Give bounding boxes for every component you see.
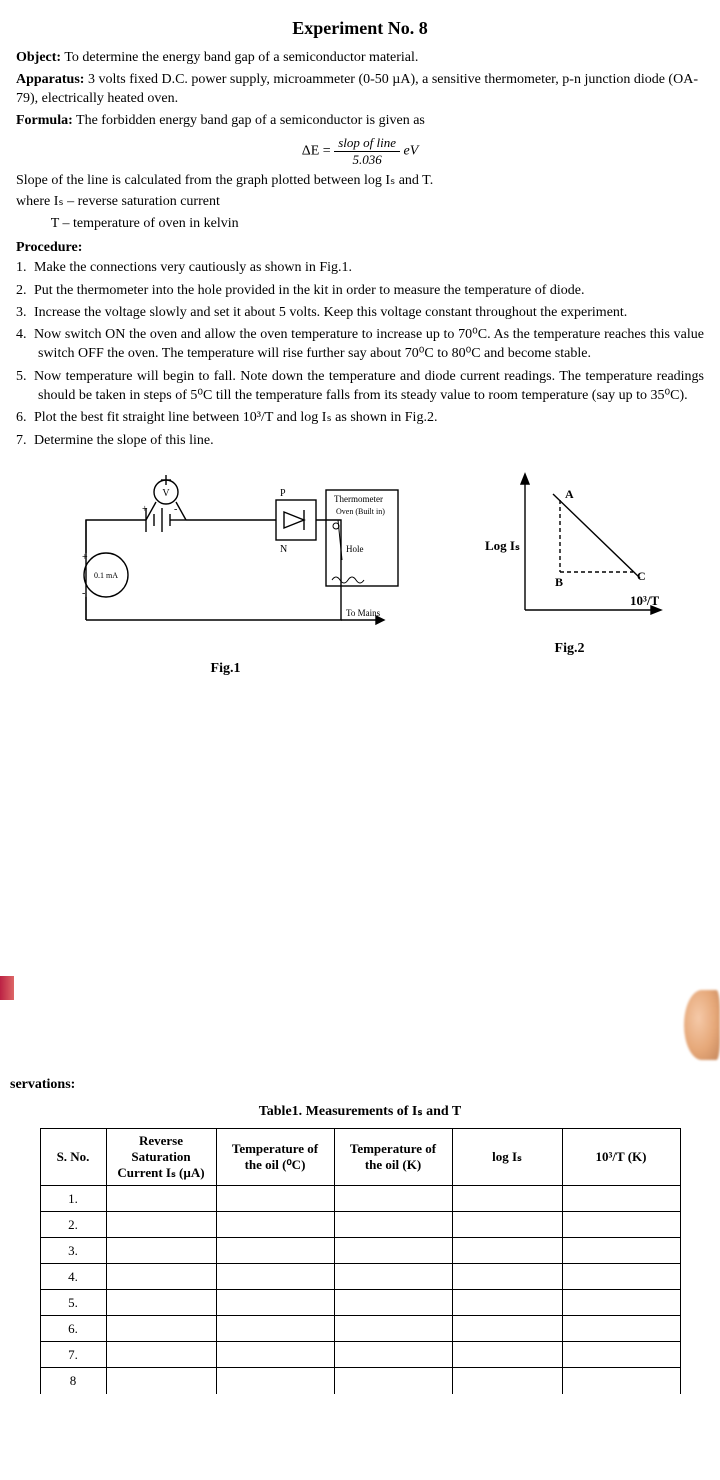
figure-1: V + - + - 0.1 mA P N Thermometer Oven (B… bbox=[46, 460, 406, 677]
table-row: 2. bbox=[40, 1212, 680, 1238]
step-text: Increase the voltage slowly and set it a… bbox=[34, 305, 627, 320]
table-row: 4. bbox=[40, 1264, 680, 1290]
x-axis-label: 10³/T bbox=[630, 593, 660, 608]
ammeter-plus: + bbox=[82, 552, 88, 563]
procedure-step: 6.Plot the best fit straight line betwee… bbox=[16, 408, 704, 427]
step-text: Now temperature will begin to fall. Note… bbox=[34, 369, 704, 403]
procedure-step: 3.Increase the voltage slowly and set it… bbox=[16, 303, 704, 322]
col-temp-k: Temperature of the oil (K) bbox=[334, 1129, 452, 1186]
voltmeter-label: V bbox=[162, 488, 170, 499]
thumb-artifact bbox=[684, 990, 720, 1060]
formula-equation: ΔE = slop of line 5.036 eV bbox=[16, 135, 704, 168]
formula-text: The forbidden energy band gap of a semic… bbox=[73, 113, 425, 128]
slope-line: Slope of the line is calculated from the… bbox=[16, 172, 704, 191]
apparatus-line: Apparatus: 3 volts fixed D.C. power supp… bbox=[16, 71, 704, 109]
procedure-step: 4.Now switch ON the oven and allow the o… bbox=[16, 325, 704, 364]
formula-denominator: 5.036 bbox=[334, 152, 400, 168]
step-text: Put the thermometer into the hole provid… bbox=[34, 283, 585, 298]
fig2-caption: Fig.2 bbox=[465, 641, 675, 657]
formula-label: Formula: bbox=[16, 113, 73, 128]
procedure-step: 5.Now temperature will begin to fall. No… bbox=[16, 367, 704, 406]
cell-sno: 1. bbox=[40, 1186, 106, 1212]
fig1-caption: Fig.1 bbox=[46, 661, 406, 677]
table-row: 8 bbox=[40, 1368, 680, 1394]
procedure-label: Procedure: bbox=[16, 240, 704, 256]
thermometer-label: Thermometer bbox=[334, 494, 383, 504]
cell-sno: 4. bbox=[40, 1264, 106, 1290]
table-title: Table1. Measurements of Iₛ and T bbox=[16, 1103, 704, 1120]
table-row: 3. bbox=[40, 1238, 680, 1264]
cell-sno: 2. bbox=[40, 1212, 106, 1238]
oven-label: Oven (Built in) bbox=[336, 507, 385, 516]
object-label: Object: bbox=[16, 50, 61, 65]
table-row: 5. bbox=[40, 1290, 680, 1316]
where-line: where Iₛ – reverse saturation current bbox=[16, 193, 704, 212]
formula-fraction: slop of line 5.036 bbox=[334, 135, 400, 168]
figure-2: Log Iₛ 10³/T A B C Fig.2 bbox=[465, 460, 675, 657]
battery-plus: + bbox=[142, 504, 148, 515]
cell-sno: 6. bbox=[40, 1316, 106, 1342]
object-text: To determine the energy band gap of a se… bbox=[61, 50, 418, 65]
apparatus-text: 3 volts fixed D.C. power supply, microam… bbox=[16, 72, 698, 106]
table-header-row: S. No. Reverse Saturation Current Iₛ (µA… bbox=[40, 1129, 680, 1186]
y-axis-label: Log Iₛ bbox=[485, 538, 520, 553]
circuit-diagram-icon: V + - + - 0.1 mA P N Thermometer Oven (B… bbox=[46, 460, 406, 650]
formula-unit: eV bbox=[403, 143, 418, 158]
hole-label: Hole bbox=[346, 544, 364, 554]
battery-minus: - bbox=[174, 504, 177, 515]
measurements-table: S. No. Reverse Saturation Current Iₛ (µA… bbox=[40, 1128, 681, 1394]
step-text: Determine the slope of this line. bbox=[34, 433, 214, 448]
procedure-step: 7.Determine the slope of this line. bbox=[16, 431, 704, 450]
point-c: C bbox=[637, 569, 646, 583]
table-row: 1. bbox=[40, 1186, 680, 1212]
ammeter-minus: - bbox=[82, 588, 85, 599]
ammeter-label: 0.1 mA bbox=[94, 571, 118, 580]
formula-numerator: slop of line bbox=[334, 135, 400, 152]
object-line: Object: To determine the energy band gap… bbox=[16, 49, 704, 68]
col-current: Reverse Saturation Current Iₛ (µA) bbox=[106, 1129, 216, 1186]
step-text: Now switch ON the oven and allow the ove… bbox=[34, 327, 704, 361]
procedure-step: 2.Put the thermometer into the hole prov… bbox=[16, 281, 704, 300]
point-b: B bbox=[555, 575, 563, 589]
table-row: 6. bbox=[40, 1316, 680, 1342]
col-recip: 10³/T (K) bbox=[562, 1129, 680, 1186]
page-edge-artifact bbox=[0, 976, 14, 1000]
temp-line: T – temperature of oven in kelvin bbox=[16, 215, 704, 234]
figures-row: V + - + - 0.1 mA P N Thermometer Oven (B… bbox=[16, 460, 704, 677]
cell-sno: 5. bbox=[40, 1290, 106, 1316]
experiment-title: Experiment No. 8 bbox=[16, 18, 704, 39]
apparatus-label: Apparatus: bbox=[16, 72, 84, 87]
diode-p: P bbox=[280, 488, 286, 499]
step-text: Plot the best fit straight line between … bbox=[34, 410, 437, 425]
diode-n: N bbox=[280, 544, 287, 555]
formula-left: ΔE = bbox=[302, 143, 334, 158]
graph-diagram-icon: Log Iₛ 10³/T A B C bbox=[465, 460, 675, 630]
table-row: 7. bbox=[40, 1342, 680, 1368]
col-temp-c: Temperature of the oil (⁰C) bbox=[216, 1129, 334, 1186]
mains-label: To Mains bbox=[346, 608, 381, 618]
observations-label: servations: bbox=[10, 1077, 704, 1093]
procedure-step: 1.Make the connections very cautiously a… bbox=[16, 258, 704, 277]
table-body: 1. 2. 3. 4. 5. 6. 7. 8 bbox=[40, 1186, 680, 1394]
cell-sno: 3. bbox=[40, 1238, 106, 1264]
cell-sno: 8 bbox=[40, 1368, 106, 1394]
col-log: log Iₛ bbox=[452, 1129, 562, 1186]
formula-line: Formula: The forbidden energy band gap o… bbox=[16, 112, 704, 131]
cell-sno: 7. bbox=[40, 1342, 106, 1368]
step-text: Make the connections very cautiously as … bbox=[34, 260, 352, 275]
point-a: A bbox=[565, 487, 574, 501]
col-sno: S. No. bbox=[40, 1129, 106, 1186]
procedure-list: 1.Make the connections very cautiously a… bbox=[16, 258, 704, 450]
